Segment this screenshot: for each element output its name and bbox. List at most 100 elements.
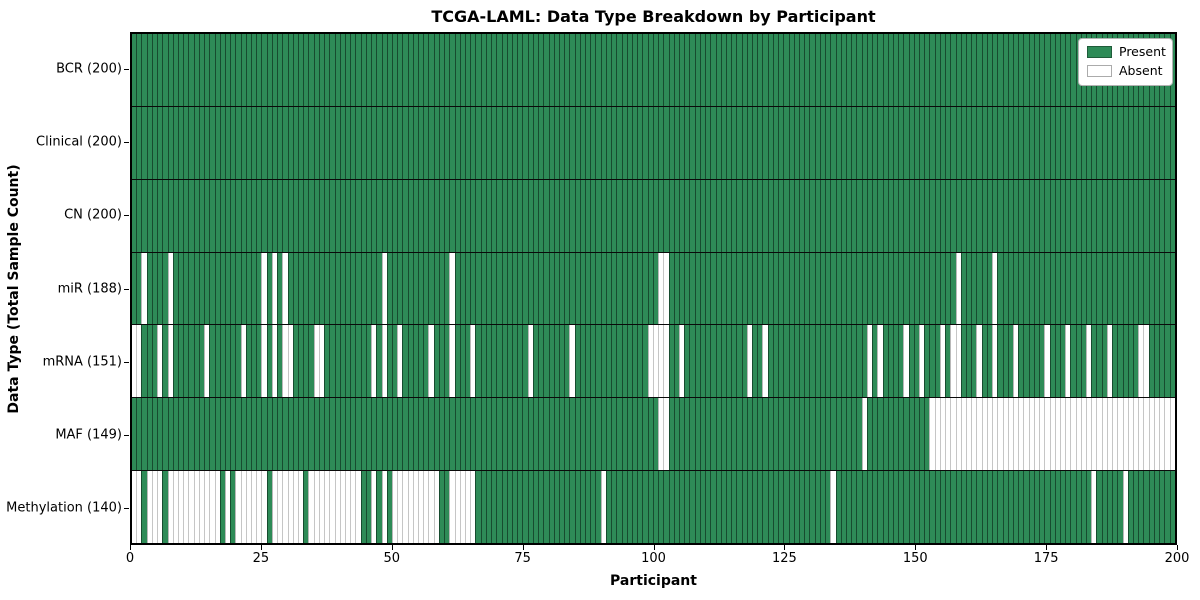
heatmap-cell bbox=[235, 325, 241, 398]
heatmap-cell bbox=[1054, 398, 1060, 471]
heatmap-cell bbox=[214, 252, 220, 325]
heatmap-cell bbox=[391, 471, 398, 544]
heatmap-cell bbox=[318, 325, 325, 398]
heatmap-cell bbox=[746, 325, 753, 398]
heatmap-cell bbox=[663, 252, 669, 325]
heatmap-cell bbox=[616, 471, 622, 544]
heatmap-cell bbox=[652, 252, 659, 325]
heatmap-cell bbox=[298, 252, 304, 325]
heatmap-cell bbox=[444, 325, 450, 398]
heatmap-cell bbox=[1039, 252, 1045, 325]
heatmap-cell bbox=[428, 179, 434, 252]
heatmap-cell bbox=[376, 34, 382, 106]
heatmap-cell bbox=[772, 398, 779, 471]
heatmap-cell bbox=[449, 106, 455, 179]
heatmap-cell bbox=[971, 106, 977, 179]
heatmap-cell bbox=[418, 179, 424, 252]
heatmap-cell bbox=[600, 34, 606, 106]
heatmap-cell bbox=[1122, 325, 1128, 398]
heatmap-cell bbox=[908, 179, 914, 252]
heatmap-cell bbox=[548, 398, 554, 471]
heatmap-cell bbox=[1148, 106, 1154, 179]
heatmap-cell bbox=[391, 179, 398, 252]
heatmap-cell bbox=[611, 325, 617, 398]
heatmap-cell bbox=[658, 325, 664, 398]
heatmap-cell bbox=[1070, 179, 1076, 252]
heatmap-cell bbox=[945, 252, 951, 325]
heatmap-cell bbox=[162, 34, 168, 106]
heatmap-cell bbox=[324, 252, 330, 325]
heatmap-cell bbox=[600, 252, 606, 325]
heatmap-cell bbox=[136, 34, 142, 106]
heatmap-cell bbox=[1112, 179, 1118, 252]
heatmap-cell bbox=[271, 325, 278, 398]
heatmap-cell bbox=[976, 471, 982, 544]
heatmap-cell bbox=[892, 34, 899, 106]
heatmap-cell bbox=[611, 179, 617, 252]
heatmap-cell bbox=[219, 106, 225, 179]
heatmap-cell bbox=[856, 325, 862, 398]
heatmap-cell bbox=[433, 471, 439, 544]
heatmap-cell bbox=[668, 471, 674, 544]
heatmap-cell bbox=[564, 471, 570, 544]
heatmap-cell bbox=[261, 398, 267, 471]
x-axis-label: Participant bbox=[610, 573, 697, 589]
heatmap-cell bbox=[877, 398, 883, 471]
heatmap-cell bbox=[459, 34, 465, 106]
heatmap-cell bbox=[605, 34, 612, 106]
heatmap-cell bbox=[444, 106, 450, 179]
heatmap-cell bbox=[329, 34, 335, 106]
heatmap-cell bbox=[1033, 325, 1040, 398]
heatmap-cell bbox=[1075, 252, 1081, 325]
heatmap-cell bbox=[470, 325, 476, 398]
heatmap-cell bbox=[230, 179, 236, 252]
heatmap-cell bbox=[219, 398, 225, 471]
heatmap-cell bbox=[913, 471, 920, 544]
heatmap-cell bbox=[365, 398, 372, 471]
heatmap-cell bbox=[1133, 398, 1139, 471]
heatmap-cell bbox=[762, 471, 768, 544]
heatmap-cell bbox=[939, 106, 946, 179]
heatmap-cell bbox=[506, 179, 512, 252]
heatmap-cell bbox=[151, 398, 158, 471]
heatmap-cell bbox=[1023, 34, 1029, 106]
heatmap-cell bbox=[819, 106, 826, 179]
heatmap-cell bbox=[611, 34, 617, 106]
heatmap-cell bbox=[725, 106, 732, 179]
heatmap-cell bbox=[632, 106, 638, 179]
heatmap-cell bbox=[731, 398, 737, 471]
heatmap-cell bbox=[334, 106, 340, 179]
heatmap-cell bbox=[621, 471, 627, 544]
heatmap-cell bbox=[1091, 179, 1097, 252]
x-tick-label: 150 bbox=[902, 551, 928, 566]
heatmap-cell bbox=[214, 106, 220, 179]
heatmap-cell bbox=[438, 325, 445, 398]
heatmap-cell bbox=[851, 325, 857, 398]
heatmap-cell bbox=[919, 106, 925, 179]
heatmap-cell bbox=[1075, 106, 1081, 179]
heatmap-cell bbox=[287, 252, 293, 325]
heatmap-cell bbox=[731, 34, 737, 106]
heatmap-cell bbox=[538, 106, 544, 179]
heatmap-cell bbox=[1153, 471, 1160, 544]
heatmap-cell bbox=[193, 398, 199, 471]
heatmap-cell bbox=[235, 252, 241, 325]
heatmap-cell bbox=[1002, 34, 1008, 106]
heatmap-cell bbox=[757, 325, 763, 398]
heatmap-cell bbox=[574, 398, 580, 471]
heatmap-cell bbox=[251, 106, 257, 179]
heatmap-cell bbox=[705, 471, 711, 544]
heatmap-cell bbox=[913, 34, 920, 106]
heatmap-cell bbox=[960, 34, 966, 106]
heatmap-cell bbox=[1080, 179, 1087, 252]
heatmap-cell bbox=[277, 325, 283, 398]
heatmap-cell bbox=[506, 106, 512, 179]
heatmap-cell bbox=[788, 179, 794, 252]
heatmap-cell bbox=[642, 106, 648, 179]
heatmap-cell bbox=[632, 179, 638, 252]
heatmap-cell bbox=[209, 325, 215, 398]
heatmap-cell bbox=[767, 398, 773, 471]
heatmap-cell bbox=[621, 34, 627, 106]
heatmap-cell bbox=[981, 252, 987, 325]
heatmap-cell bbox=[1117, 252, 1123, 325]
